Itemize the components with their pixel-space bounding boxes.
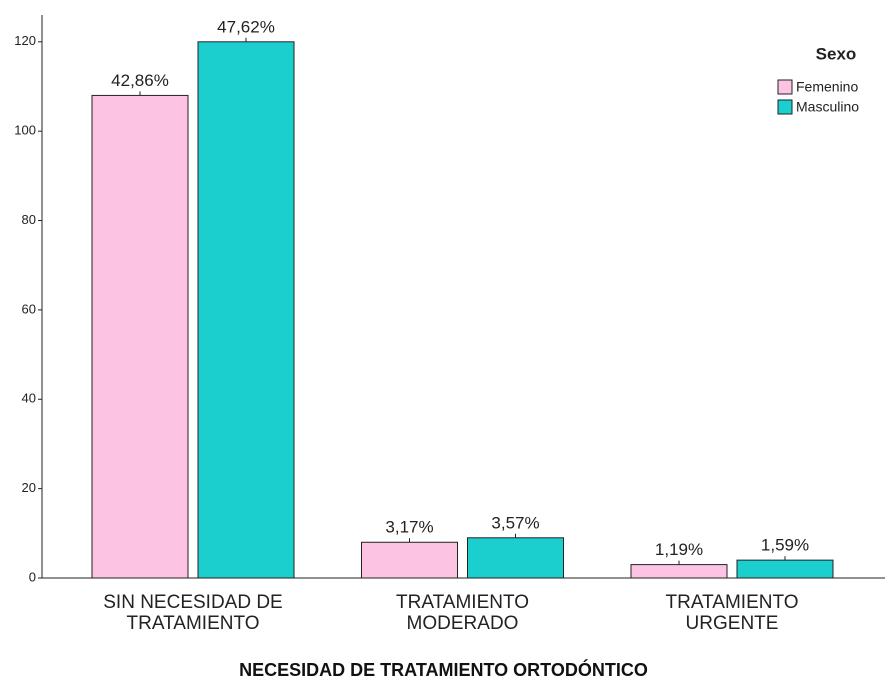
x-axis-title: NECESIDAD DE TRATAMIENTO ORTODÓNTICO (239, 660, 648, 680)
y-tick-label: 0 (29, 569, 36, 584)
bar (467, 537, 564, 579)
x-tick-label: TRATAMIENTO URGENTE (665, 592, 799, 634)
bar (197, 41, 295, 579)
data-label: 42,86% (111, 71, 169, 90)
data-label: 3,57% (491, 513, 539, 532)
y-tick-label: 120 (14, 33, 36, 48)
bar (91, 94, 189, 579)
legend-label: Femenino (796, 79, 858, 95)
x-tick-label: SIN NECESIDAD DE TRATAMIENTO (103, 592, 283, 634)
bar (630, 564, 728, 579)
data-label: 47,62% (217, 17, 275, 36)
y-tick-label: 20 (22, 480, 36, 495)
y-tick-label: 100 (14, 123, 36, 138)
legend-swatch (777, 79, 793, 95)
data-label: 1,59% (761, 536, 809, 555)
legend-label: Masculino (796, 99, 859, 115)
y-tick-label: 40 (22, 391, 36, 406)
legend-title: Sexo (816, 44, 857, 63)
bar (361, 541, 458, 579)
y-tick-label: 80 (22, 212, 36, 227)
legend-swatch (777, 99, 793, 115)
x-tick-label: TRATAMIENTO MODERADO (396, 592, 529, 634)
y-tick-label: 60 (22, 301, 36, 316)
data-label: 3,17% (385, 518, 433, 537)
data-label: 1,19% (655, 540, 703, 559)
bar (736, 559, 834, 579)
